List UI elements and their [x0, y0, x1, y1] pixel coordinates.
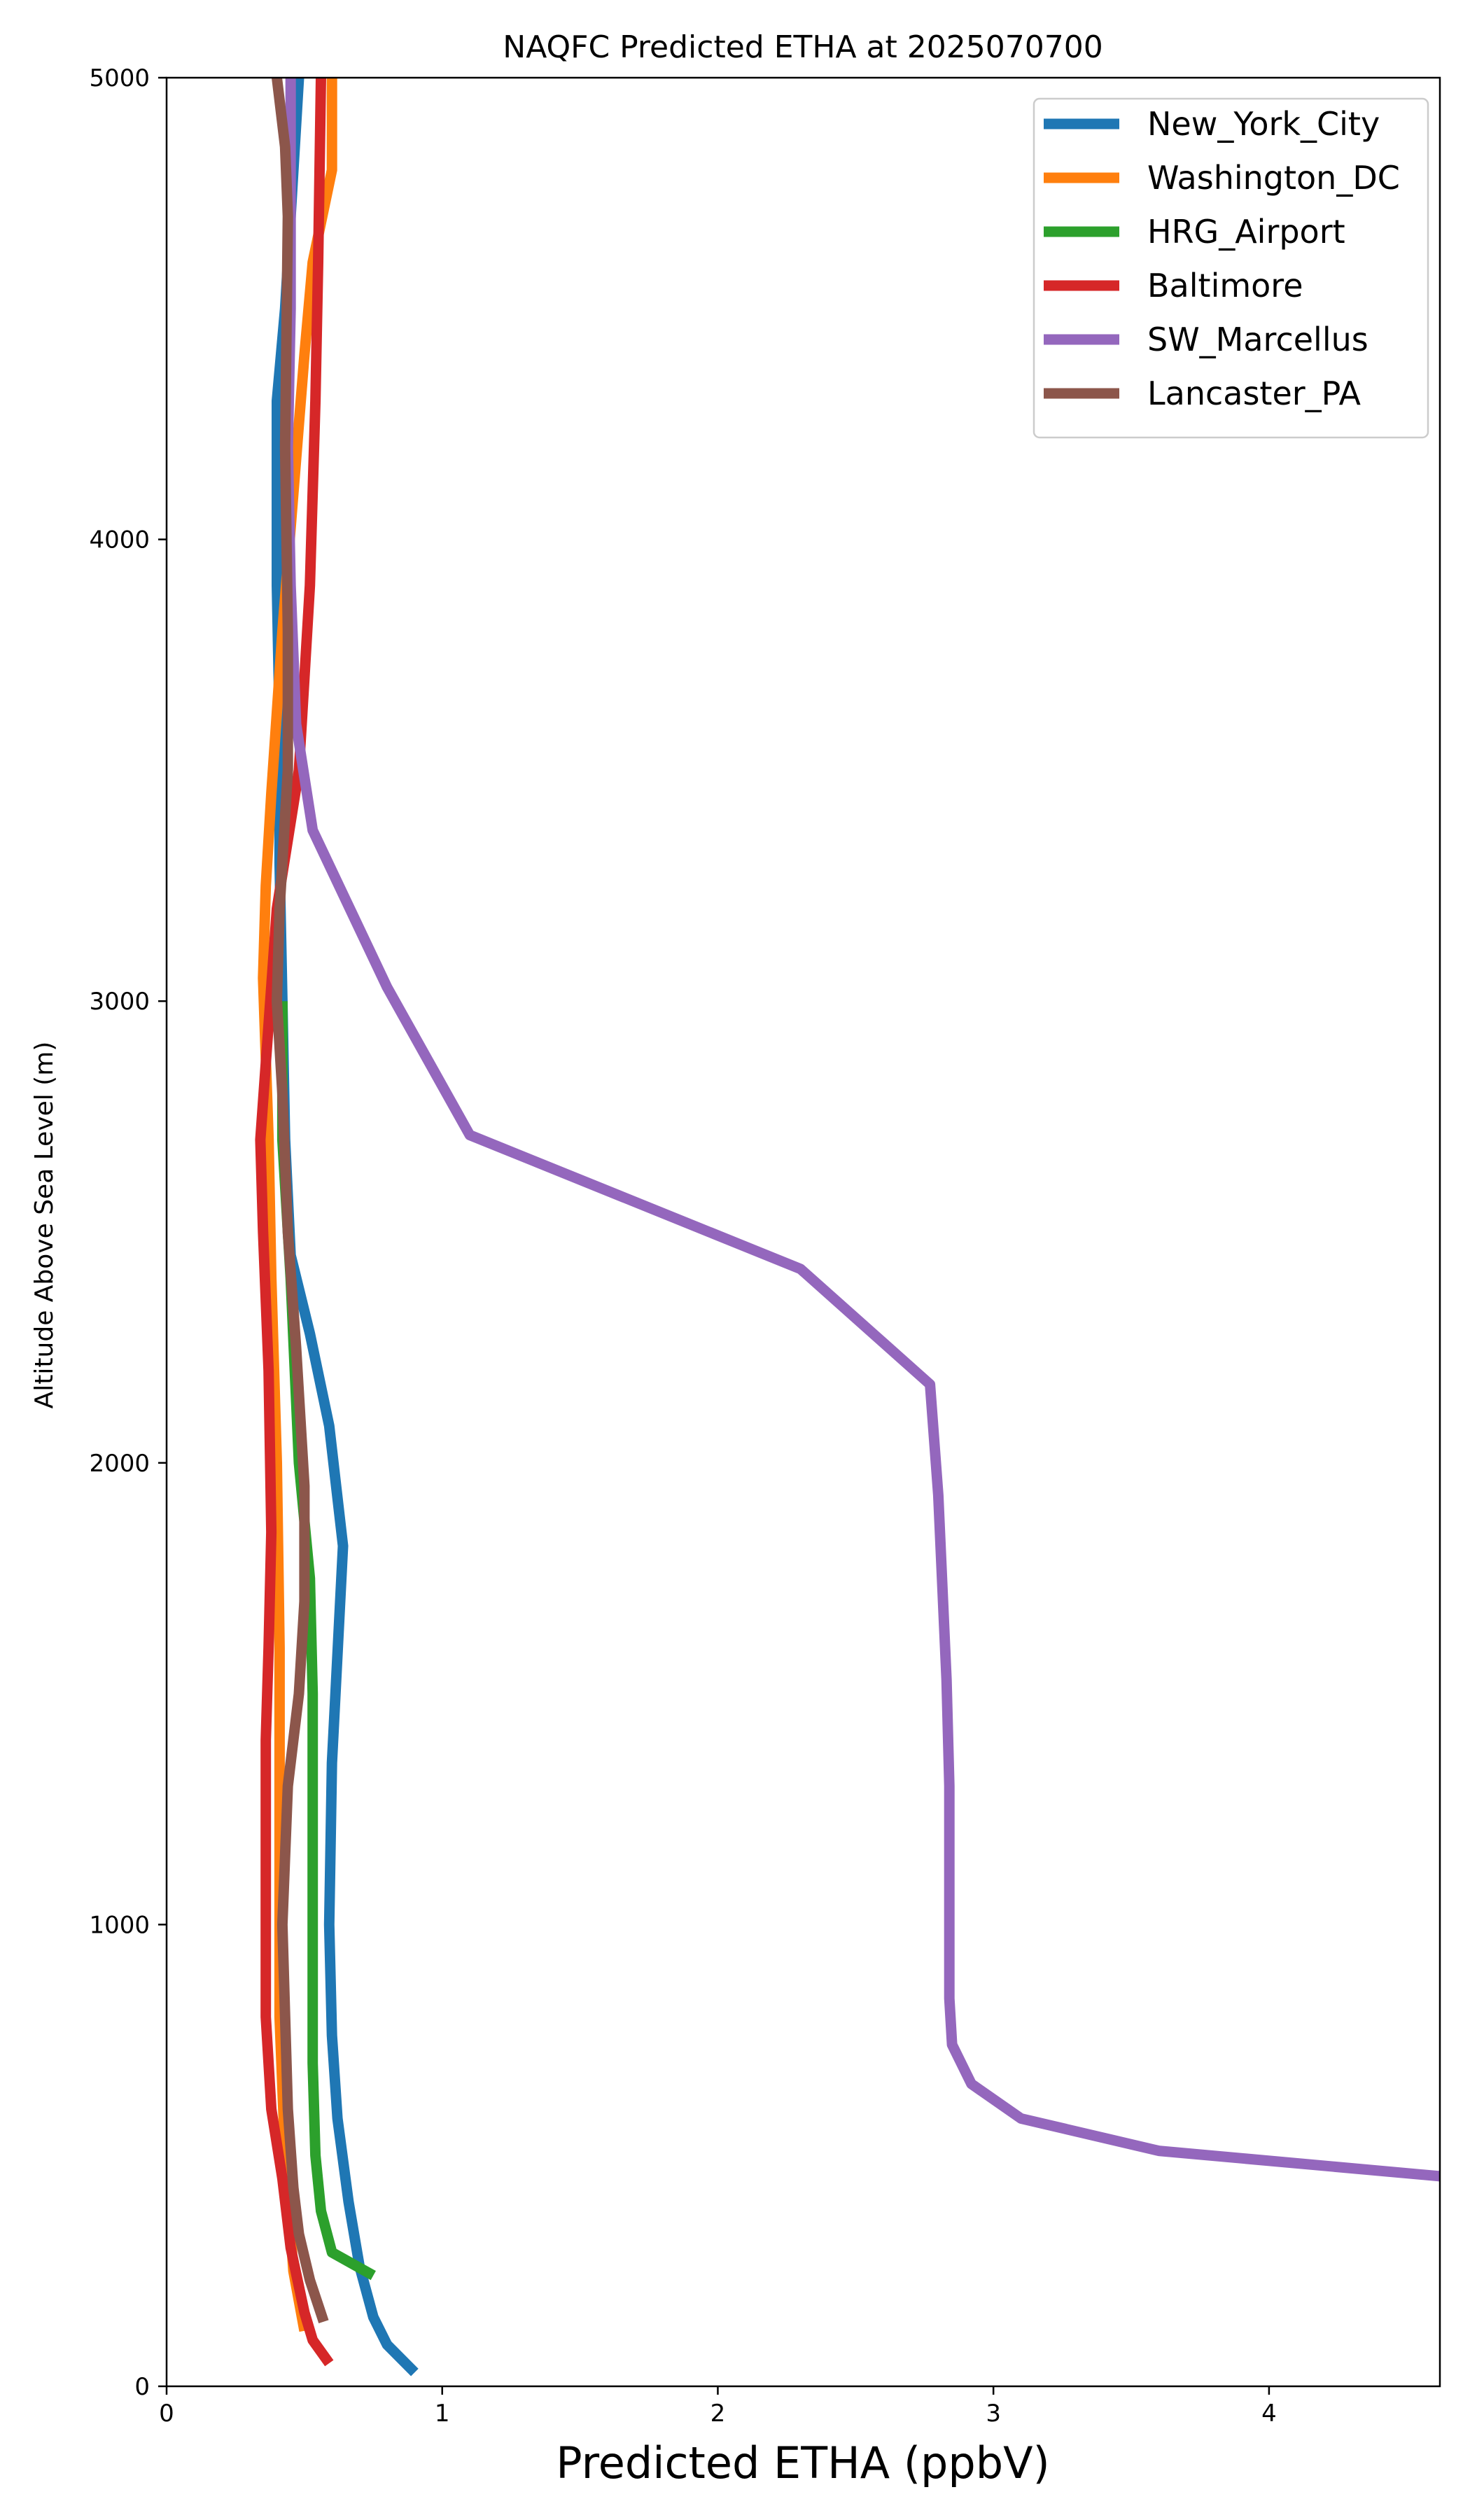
series-line-baltimore: [255, 78, 334, 2367]
x-tick-label: 0: [159, 2400, 174, 2428]
y-tick-label: 2000: [89, 1450, 150, 1478]
series-line-lancaster-pa: [272, 78, 329, 2324]
legend-label: Lancaster_PA: [1147, 374, 1361, 412]
y-tick-label: 1000: [89, 1911, 150, 1939]
legend-label: HRG_Airport: [1147, 213, 1345, 251]
plot-frame: [165, 76, 1441, 2388]
y-tick-label: 3000: [89, 988, 150, 1016]
x-tick-label: 3: [986, 2400, 1001, 2428]
series-line-hrg-airport: [276, 1001, 376, 2281]
y-tick-label: 5000: [89, 64, 150, 92]
legend-box: [1032, 97, 1429, 439]
series-line-new-york-city: [272, 78, 419, 2376]
legend-label: Washington_DC: [1147, 159, 1400, 197]
legend: New_York_City Washington_DC HRG_Airport Bal…: [1032, 97, 1429, 439]
x-tick-label: 2: [710, 2400, 726, 2428]
series-line-washington-dc: [258, 78, 337, 2332]
y-tick-label: 0: [134, 2373, 150, 2401]
legend-label: New_York_City: [1147, 105, 1380, 143]
x-axis-label: Predicted ETHA (ppbV): [556, 2437, 1049, 2488]
y-axis-label: Altitude Above Sea Level (m): [30, 1042, 59, 1409]
x-tick-label: 1: [435, 2400, 450, 2428]
x-tick-label: 4: [1261, 2400, 1277, 2428]
chart-title: NAQFC Predicted ETHA at 2025070700: [503, 29, 1102, 65]
legend-label: SW_Marcellus: [1147, 321, 1368, 358]
legend-label: Baltimore: [1147, 267, 1303, 304]
y-tick-label: 4000: [89, 526, 150, 554]
